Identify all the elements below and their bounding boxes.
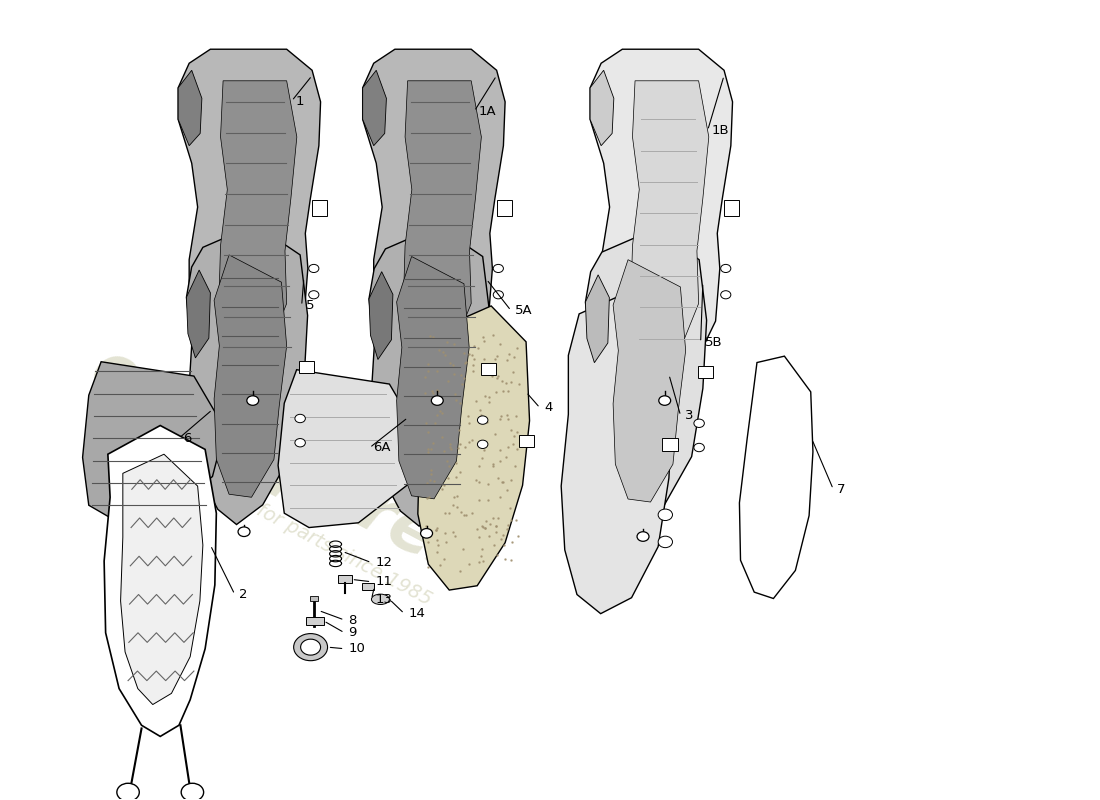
Polygon shape [214,255,287,498]
Text: eurospares: eurospares [79,336,482,592]
Polygon shape [585,230,706,530]
Bar [306,617,323,625]
Polygon shape [219,81,297,369]
Text: 5A: 5A [515,304,532,318]
Polygon shape [613,260,685,502]
Polygon shape [178,70,202,146]
Circle shape [309,264,319,273]
Bar [496,200,512,216]
Text: 10: 10 [349,642,365,655]
Polygon shape [418,306,529,590]
Polygon shape [404,81,482,369]
Circle shape [309,290,319,299]
Circle shape [238,527,250,537]
Polygon shape [585,275,609,362]
Bar [519,435,535,446]
Circle shape [477,416,488,424]
Text: 7: 7 [837,482,846,496]
Bar [697,366,713,378]
Polygon shape [186,270,210,358]
Bar [481,362,496,374]
Polygon shape [397,257,470,499]
Text: a passion for parts since 1985: a passion for parts since 1985 [166,454,436,609]
Text: 1: 1 [296,94,304,107]
Circle shape [431,396,443,406]
Bar [312,200,328,216]
Polygon shape [104,426,217,737]
Text: 14: 14 [408,607,426,620]
Polygon shape [363,50,505,391]
Bar [363,582,374,590]
Polygon shape [368,272,393,359]
Circle shape [420,529,432,538]
Circle shape [493,264,504,273]
Text: 5B: 5B [705,336,723,349]
Circle shape [295,414,306,422]
Text: 11: 11 [375,575,393,588]
Text: 1B: 1B [712,124,729,137]
Polygon shape [178,50,320,391]
Text: 12: 12 [375,556,393,569]
Circle shape [720,264,730,273]
Polygon shape [739,356,813,598]
Polygon shape [278,370,420,527]
Bar [338,575,352,583]
Circle shape [117,783,140,800]
Text: 4: 4 [544,402,552,414]
Circle shape [182,783,204,800]
Polygon shape [590,70,614,146]
Ellipse shape [372,594,389,605]
Polygon shape [82,362,224,519]
Text: 9: 9 [349,626,356,639]
Polygon shape [363,70,386,146]
Text: 2: 2 [239,588,248,601]
Text: 5: 5 [306,299,315,313]
Circle shape [720,290,730,299]
Circle shape [295,438,306,447]
Polygon shape [121,454,202,705]
Text: 6A: 6A [373,442,390,454]
Polygon shape [590,50,733,391]
Circle shape [477,440,488,449]
Circle shape [659,396,671,406]
Bar [309,596,318,601]
Circle shape [493,290,504,299]
Circle shape [658,536,672,548]
Text: 1A: 1A [478,105,496,118]
Text: 13: 13 [375,593,393,606]
Circle shape [637,532,649,542]
Polygon shape [630,81,708,369]
Polygon shape [561,294,672,614]
Bar [724,200,739,216]
Circle shape [658,509,672,521]
Circle shape [694,443,704,452]
Text: 8: 8 [349,614,356,626]
Circle shape [246,396,258,406]
Circle shape [694,419,704,427]
Bar [662,438,678,451]
Polygon shape [368,226,491,526]
Text: 3: 3 [684,410,693,422]
Text: 6: 6 [183,432,191,445]
Polygon shape [186,225,308,525]
Bar [298,361,314,373]
